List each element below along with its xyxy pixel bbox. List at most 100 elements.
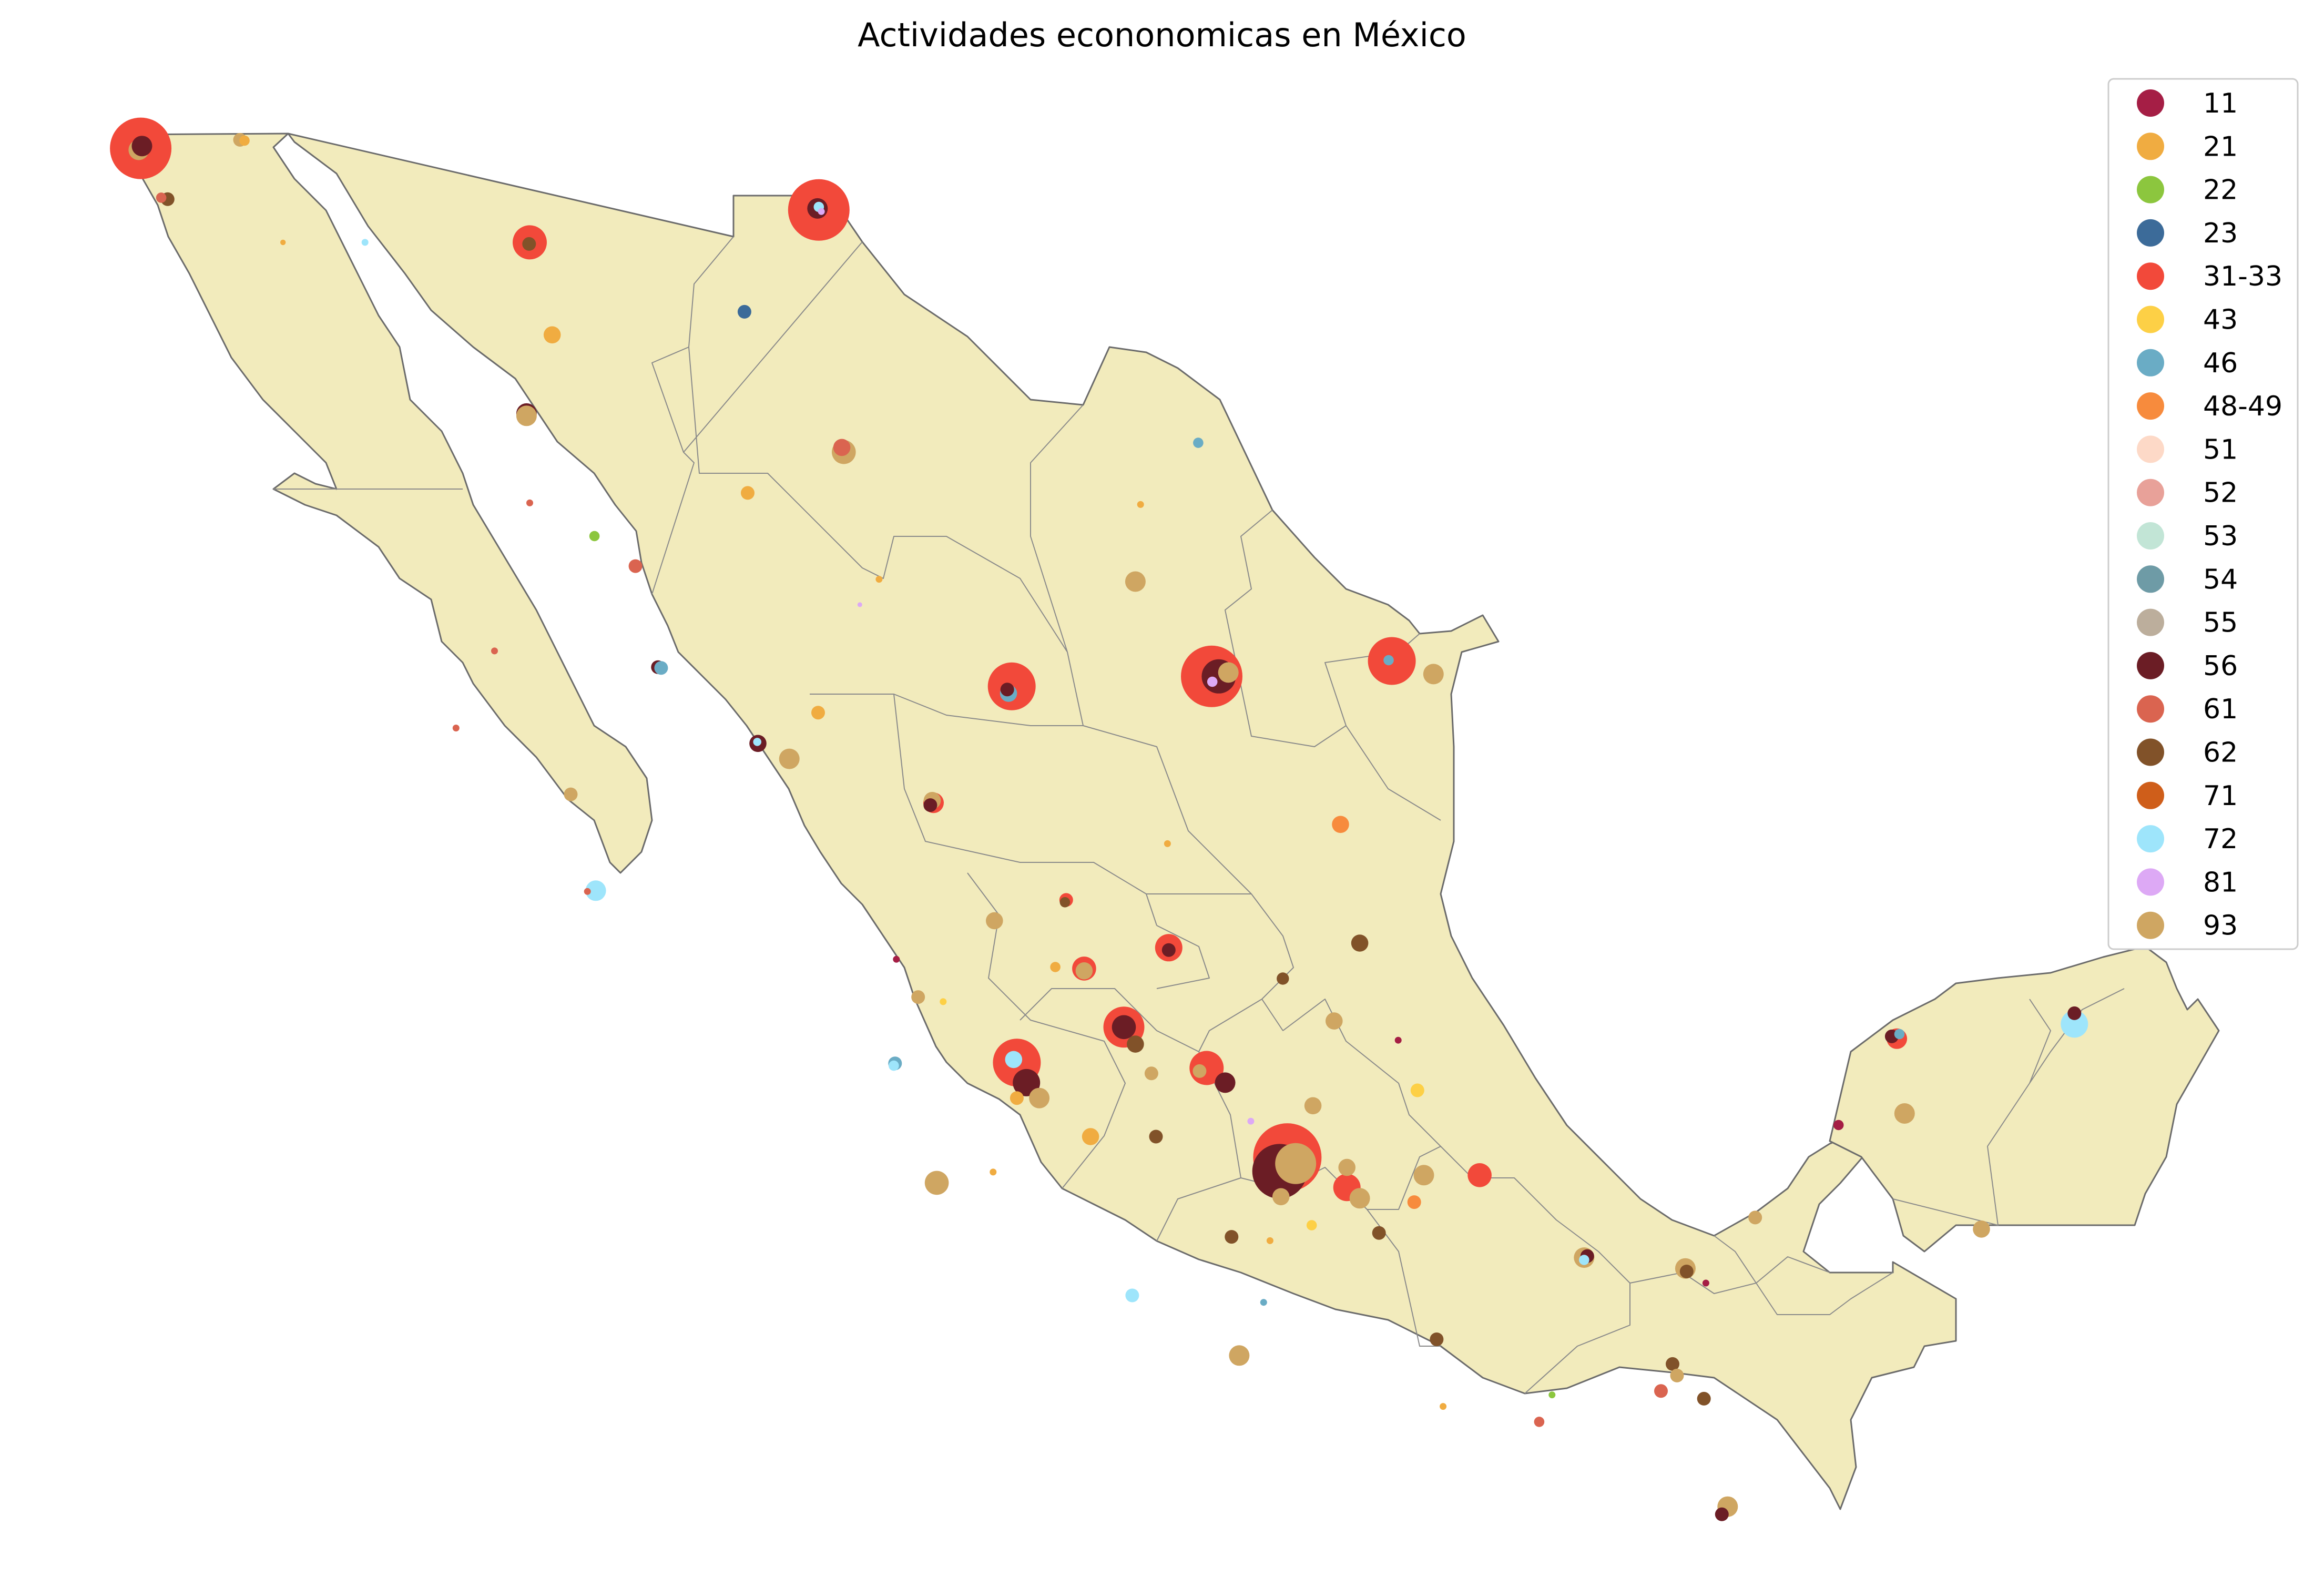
activity-point-61: [628, 559, 643, 573]
state-borders: [273, 236, 2125, 1394]
legend-marker-93: [2137, 911, 2164, 939]
activity-point-93: [1029, 1087, 1050, 1108]
activity-point-93: [1229, 1345, 1250, 1366]
legend-marker-72: [2137, 825, 2164, 853]
legend-label-46: 46: [2203, 348, 2238, 379]
activity-point-21: [1050, 962, 1061, 972]
legend-label-22: 22: [2203, 175, 2238, 206]
legend-label-11: 11: [2203, 88, 2238, 119]
legend-marker-71: [2137, 781, 2164, 809]
activity-point-61: [526, 499, 533, 506]
legend-label-71: 71: [2203, 780, 2238, 812]
legend-marker-56: [2137, 652, 2164, 679]
legend-marker-52: [2137, 479, 2164, 506]
activity-point-93: [1272, 1188, 1290, 1206]
activity-point-62: [1430, 1332, 1444, 1346]
mainland-mexico: [287, 133, 1989, 1510]
legend-marker-48-49: [2137, 392, 2164, 420]
activity-point-72: [753, 738, 761, 746]
legend-label-56: 56: [2203, 650, 2238, 682]
activity-point-48-49: [1332, 816, 1349, 833]
activity-point-21: [990, 1168, 997, 1176]
activity-point-56: [2067, 1006, 2082, 1020]
activity-point-62: [1059, 897, 1071, 908]
map-title: Actividades econonomicas en México: [858, 16, 1466, 54]
activity-point-72: [1125, 1288, 1139, 1303]
activity-point-93: [1423, 664, 1444, 685]
legend-label-43: 43: [2203, 304, 2238, 336]
activity-point-61: [491, 647, 498, 655]
activity-point-11: [893, 955, 900, 963]
activity-point-93: [1670, 1368, 1684, 1382]
activity-point-21: [1164, 840, 1171, 847]
legend-label-62: 62: [2203, 737, 2238, 769]
legend-marker-61: [2137, 695, 2164, 723]
legend-label-93: 93: [2203, 910, 2238, 942]
activity-point-93: [1192, 1064, 1207, 1078]
activity-point-22: [1548, 1391, 1556, 1399]
activity-point-56: [923, 798, 937, 812]
activity-point-93: [1748, 1210, 1762, 1225]
activity-point-93: [1349, 1188, 1370, 1209]
activity-points: [110, 117, 2088, 1521]
activity-point-21: [543, 326, 561, 344]
activity-point-93: [911, 990, 925, 1004]
activity-point-22: [589, 531, 600, 542]
activity-point-93: [986, 912, 1003, 930]
activity-point-81: [818, 208, 825, 215]
activity-point-62: [1351, 934, 1369, 952]
activity-point-56: [1161, 943, 1176, 957]
legend-label-52: 52: [2203, 477, 2238, 509]
activity-point-61: [156, 192, 167, 203]
activity-point-21: [1440, 1403, 1447, 1410]
legend-marker-54: [2137, 565, 2164, 593]
legend-marker-22: [2137, 176, 2164, 204]
legend-label-23: 23: [2203, 218, 2238, 249]
activity-point-11: [1833, 1120, 1844, 1131]
activity-point-81: [857, 602, 862, 607]
activity-point-62: [1697, 1391, 1711, 1406]
legend-label-31-33: 31-33: [2203, 261, 2282, 292]
activity-point-62: [1679, 1265, 1694, 1278]
activity-point-56: [131, 136, 152, 157]
activity-point-81: [1207, 676, 1218, 687]
activity-point-93: [1075, 962, 1093, 980]
activity-point-93: [779, 748, 800, 769]
activity-point-93: [1338, 1158, 1355, 1176]
activity-point-72: [889, 1060, 899, 1071]
activity-point-21: [875, 576, 883, 583]
activity-point-62: [1277, 972, 1289, 985]
legend-label-55: 55: [2203, 607, 2238, 639]
activity-point-72: [585, 880, 606, 901]
activity-point-93: [516, 405, 537, 426]
activity-point-61: [1654, 1384, 1668, 1398]
legend-marker-51: [2137, 435, 2164, 463]
activity-point-56: [1112, 1015, 1136, 1040]
legend-label-61: 61: [2203, 694, 2238, 725]
activity-point-43: [1410, 1083, 1424, 1097]
legend: 11 21 22 23 31-33 43 46 48-49 51 52 53 54 55 56 61 62 71…: [2107, 78, 2299, 950]
activity-point-46: [654, 661, 668, 675]
activity-point-62: [1372, 1226, 1386, 1240]
legend-frame: [2107, 78, 2299, 950]
activity-point-72: [1005, 1051, 1023, 1069]
legend-marker-81: [2137, 868, 2164, 896]
activity-point-93: [564, 787, 578, 801]
activity-point-62: [1666, 1357, 1679, 1371]
activity-point-31-33: [1467, 1163, 1492, 1187]
activity-point-61: [584, 888, 591, 895]
legend-marker-23: [2137, 219, 2164, 247]
activity-point-21: [280, 239, 286, 246]
legend-marker-31-33: [2137, 262, 2164, 290]
legend-label-53: 53: [2203, 521, 2238, 552]
activity-point-46: [1894, 1029, 1905, 1040]
activity-point-43: [940, 998, 947, 1005]
legend-marker-21: [2137, 133, 2164, 160]
activity-point-48-49: [1407, 1195, 1421, 1209]
activity-point-43: [1306, 1220, 1317, 1230]
legend-marker-43: [2137, 306, 2164, 333]
activity-point-93: [1326, 1012, 1343, 1030]
activity-point-72: [1579, 1255, 1589, 1265]
activity-point-61: [452, 725, 460, 731]
